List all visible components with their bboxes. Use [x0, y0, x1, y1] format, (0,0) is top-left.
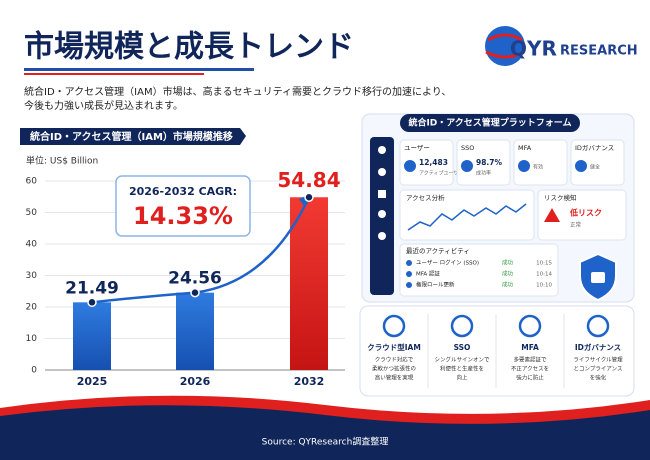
- x-tick-label: 2026: [180, 375, 211, 388]
- cagr-label: 2026-2032 CAGR:: [129, 185, 237, 198]
- feature-desc: 柔軟かつ拡張性の: [372, 365, 416, 373]
- status-card: [456, 139, 511, 186]
- activity-status: 成功: [502, 281, 514, 289]
- bar: [176, 292, 214, 370]
- activity-name: ユーザー ログイン (SSO): [416, 259, 479, 267]
- feature-desc: 利便性と生産性を: [440, 365, 484, 373]
- status-card: [570, 139, 625, 186]
- card-value: 12,483: [419, 158, 448, 167]
- access-card: [399, 189, 535, 241]
- cagr-value: 14.33%: [133, 202, 233, 230]
- description: 統合ID・アクセス管理（IAM）市場は、高まるセキュリティ需要とクラウド移行の加…: [24, 85, 451, 98]
- risk-title: リスク検知: [544, 193, 577, 202]
- logo-name: RESEARCH: [560, 44, 638, 59]
- x-tick-label: 2032: [294, 375, 325, 388]
- access-title: アクセス分析: [406, 193, 445, 202]
- feature-desc: を強化: [590, 374, 607, 382]
- bar-marker: [190, 287, 200, 298]
- feature-desc: 強力に防止: [516, 374, 544, 382]
- y-tick-label: 0: [31, 366, 37, 376]
- activity-name: 権限ロール更新: [416, 281, 455, 289]
- activity-status: 成功: [502, 259, 514, 267]
- feature-desc: 向上: [456, 374, 468, 382]
- activity-status: 成功: [502, 270, 514, 278]
- activity-icon: [406, 260, 412, 266]
- card-note: 有効: [533, 164, 543, 171]
- title-rule: [24, 68, 254, 71]
- feature-desc: クラウド対応で: [375, 356, 414, 364]
- logo-mark: QYR: [510, 37, 557, 61]
- feature-desc: 不正アクセスを: [511, 366, 549, 373]
- activity-icon: [406, 271, 412, 277]
- activity-time: 10:10: [536, 283, 552, 289]
- feature-title: IDガバナンス: [575, 342, 621, 352]
- activity-time: 10:15: [536, 261, 552, 267]
- y-axis-label: 単位: US$ Billion: [26, 155, 98, 167]
- feature-desc: シングルサインオンで: [434, 356, 490, 364]
- card-note: 成功率: [476, 170, 491, 177]
- card-icon: [575, 160, 587, 172]
- value-label: 21.49: [65, 278, 119, 298]
- feature-icon: [450, 314, 474, 338]
- card-name: IDガバナンス: [575, 143, 614, 152]
- risk-note: 正常: [570, 221, 582, 229]
- description: 今後も力強い成長が見込まれます。: [24, 99, 183, 112]
- card-note: 健全: [590, 164, 600, 171]
- y-tick-label: 50: [26, 208, 38, 218]
- card-note: アクティブユーザー: [419, 170, 463, 177]
- card-name: ユーザー: [404, 144, 430, 152]
- feature-icon: [518, 314, 542, 338]
- bar-marker: [87, 297, 97, 308]
- footer-wave: [0, 405, 650, 460]
- y-tick-label: 40: [26, 240, 38, 250]
- feature-icon: [382, 314, 406, 338]
- source: Source: QYResearch調査整理: [262, 436, 389, 448]
- bar-marker: [304, 192, 314, 203]
- bar: [290, 197, 328, 370]
- bar: [73, 302, 111, 370]
- logo-swoosh: [485, 33, 525, 59]
- card-icon: [518, 160, 530, 172]
- activity-icon: [406, 282, 412, 288]
- card-name: SSO: [461, 144, 474, 152]
- chart-title: 統合ID・アクセス管理（IAM）市場規模推移: [30, 130, 233, 143]
- y-tick-label: 10: [26, 334, 38, 344]
- platform-banner: [400, 114, 580, 132]
- feature-title: MFA: [521, 343, 539, 352]
- y-tick-label: 30: [26, 271, 38, 281]
- feature-desc: ライフサイクル管理: [573, 356, 623, 364]
- card-name: MFA: [518, 144, 532, 152]
- risk-icon: [544, 208, 560, 222]
- feature-desc: 多要素認証で: [513, 356, 547, 364]
- feature-title: SSO: [454, 343, 471, 352]
- value-label: 54.84: [277, 168, 340, 192]
- card-icon: [404, 160, 416, 172]
- risk-card: [537, 189, 627, 241]
- risk-value: 低リスク: [569, 208, 602, 218]
- platform-title: 統合ID・アクセス管理プラットフォーム: [408, 117, 571, 129]
- feature-desc: とコンプライアンス: [573, 366, 622, 373]
- page-title: 市場規模と成長トレンド: [24, 30, 354, 65]
- activity-time: 10:14: [536, 272, 552, 278]
- activity-title: 最近のアクティビティ: [406, 246, 470, 255]
- feature-title: クラウド型IAM: [367, 342, 421, 352]
- feature-icon: [586, 314, 610, 338]
- status-card: [399, 139, 454, 186]
- card-value: 98.7%: [476, 158, 503, 167]
- access-sparkline: [407, 203, 527, 231]
- x-tick-label: 2025: [77, 375, 108, 388]
- chart-banner: [20, 128, 246, 145]
- activity-card: [399, 243, 559, 297]
- y-tick-label: 20: [26, 303, 38, 313]
- status-card: [513, 139, 568, 186]
- feature-desc: 高い管理を実現: [375, 374, 414, 382]
- activity-name: MFA 認証: [416, 270, 440, 278]
- lock-icon: [591, 272, 605, 283]
- title-rule: [24, 73, 204, 75]
- y-tick-label: 60: [26, 177, 38, 187]
- value-label: 24.56: [168, 269, 222, 289]
- cagr-box: [115, 175, 251, 237]
- card-icon: [461, 160, 473, 172]
